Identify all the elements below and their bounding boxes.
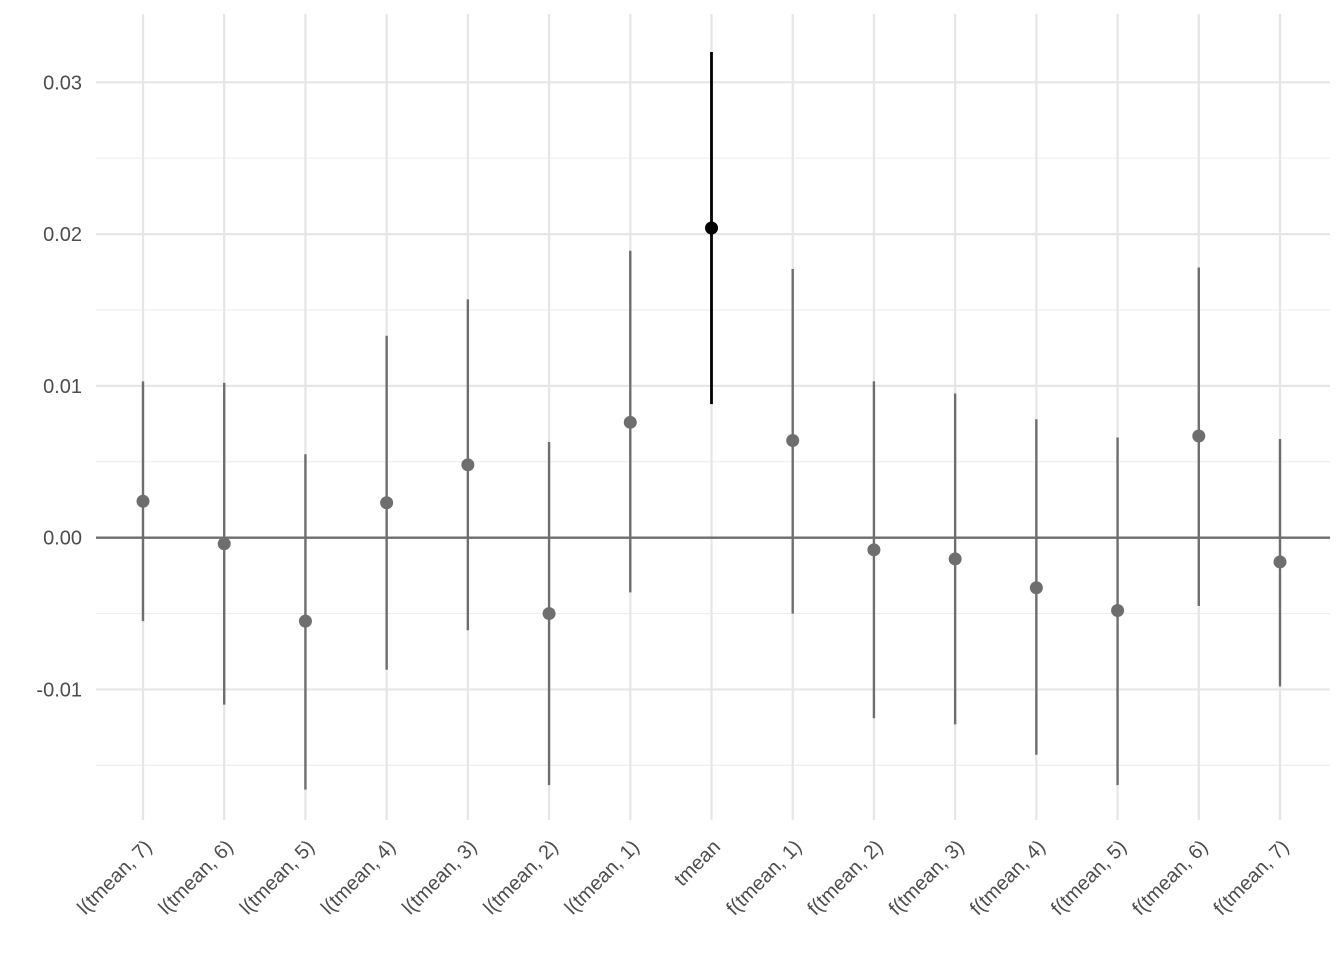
estimate-point bbox=[380, 496, 394, 510]
y-tick-label: -0.01 bbox=[36, 679, 82, 701]
estimate-point bbox=[623, 415, 637, 429]
estimate-point bbox=[461, 458, 475, 472]
y-axis-tick-labels: -0.01 0.00 0.01 0.02 0.03 bbox=[36, 72, 82, 701]
y-tick-label: 0.00 bbox=[43, 528, 82, 550]
estimate-point bbox=[298, 614, 312, 628]
estimate-point bbox=[217, 537, 231, 551]
estimate-point bbox=[948, 552, 962, 566]
y-tick-label: 0.03 bbox=[43, 72, 82, 94]
y-tick-label: 0.01 bbox=[43, 376, 82, 398]
estimate-point bbox=[1273, 555, 1287, 569]
estimate-point bbox=[705, 221, 718, 235]
estimate-point bbox=[1111, 604, 1125, 618]
estimate-point bbox=[867, 543, 881, 557]
estimate-point bbox=[1192, 429, 1206, 443]
estimate-point bbox=[786, 434, 800, 448]
estimate-point bbox=[136, 494, 150, 508]
estimate-point bbox=[1029, 581, 1043, 595]
estimate-points bbox=[136, 221, 1287, 628]
estimate-point bbox=[542, 607, 556, 621]
minor-gridlines bbox=[96, 157, 1330, 766]
y-tick-label: 0.02 bbox=[43, 224, 82, 246]
